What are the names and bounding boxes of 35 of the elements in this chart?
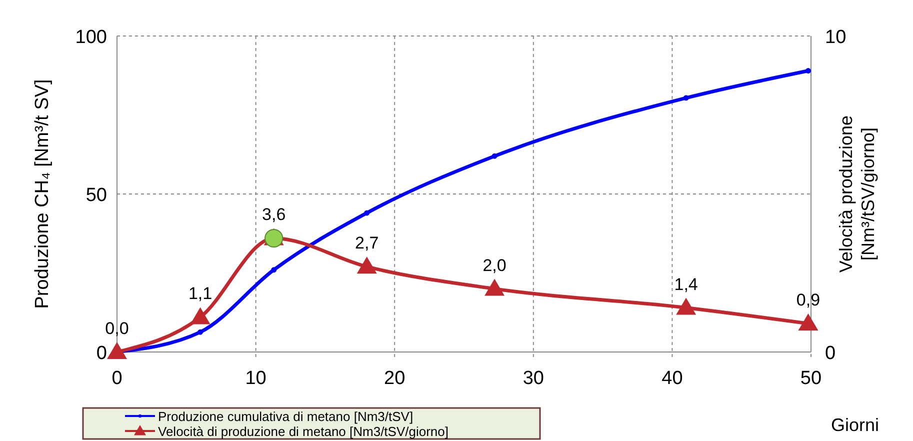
point — [190, 307, 210, 324]
point — [805, 68, 811, 74]
point — [484, 278, 505, 296]
data-label: 3,6 — [262, 205, 286, 224]
x-tick-label: 20 — [384, 368, 406, 389]
data-label: 0,0 — [105, 319, 129, 338]
x-tick-label: 40 — [662, 368, 683, 389]
legend-label: Produzione cumulativa di metano [Nm3/tSV] — [158, 409, 414, 424]
point — [107, 342, 127, 359]
y-tick-label: 50 — [86, 185, 107, 206]
data-label: 1,1 — [188, 284, 212, 304]
data-label: 2,0 — [482, 256, 506, 275]
data-label: 2,7 — [355, 234, 379, 253]
x-tick-label: 0 — [112, 368, 122, 389]
data-label: 1,4 — [674, 274, 698, 294]
x-axis-title: Giorni — [830, 415, 880, 435]
point — [676, 298, 696, 315]
x-tick-label: 30 — [522, 368, 544, 389]
point — [271, 267, 277, 273]
point — [798, 314, 818, 331]
point — [683, 95, 689, 101]
point — [356, 256, 377, 274]
y2-tick-label: 10 — [825, 27, 846, 48]
legend-label: Velocità di produzione di metano [Nm3/tSV/giorno] — [158, 424, 449, 439]
point — [198, 329, 204, 335]
point — [492, 153, 498, 159]
y-tick-label: 100 — [75, 27, 107, 48]
x-tick-label: 50 — [800, 368, 822, 389]
x-tick-label: 10 — [245, 368, 266, 389]
y2-tick-label: 0 — [825, 343, 836, 364]
y-axis-title: Produzione CH₄ [Nm³/t SV] — [32, 79, 53, 309]
point — [364, 210, 370, 216]
y-tick-label: 0 — [96, 343, 107, 364]
data-label: 0,9 — [796, 290, 820, 310]
y2-axis-title: Velocità produzione [Nm³/tSV/giorno] — [836, 115, 878, 273]
